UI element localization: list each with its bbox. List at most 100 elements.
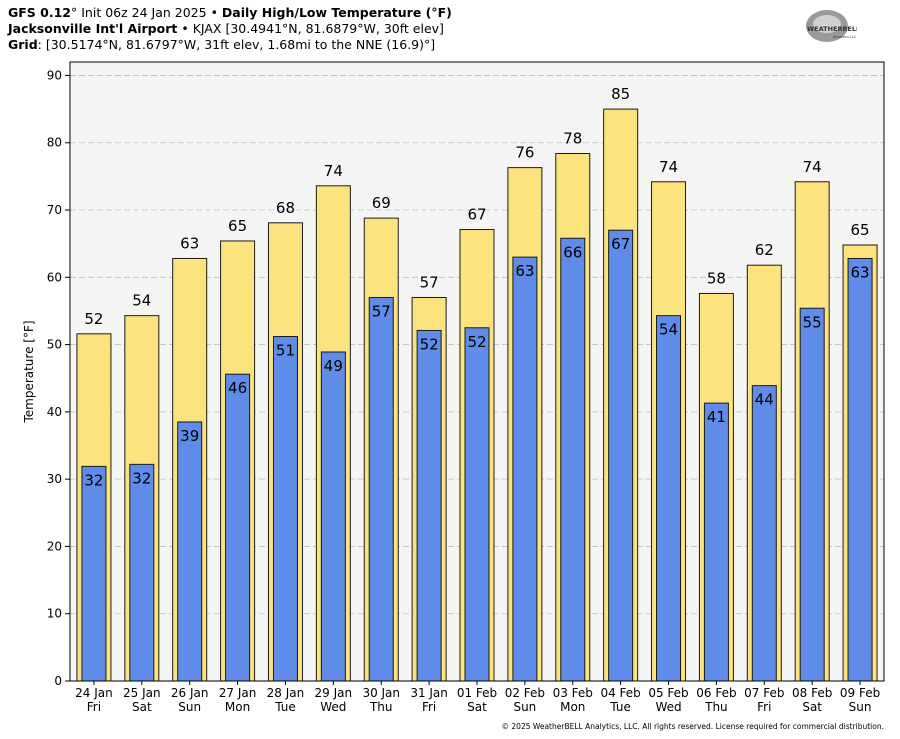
x-tick-date: 06 Feb [696,686,736,700]
bars-group [76,108,878,682]
x-tick-date: 02 Feb [505,686,545,700]
x-tick-day: Sun [849,700,872,714]
model-name: GFS 0.12 [8,5,71,20]
low-bar [225,373,251,682]
model-suffix: ° [71,5,78,20]
header-line-grid: Grid: [30.5174°N, 81.6797°W, 31ft elev, … [8,37,435,53]
x-tick-date: 28 Jan [267,686,305,700]
grid-info: : [30.5174°N, 81.6797°W, 31ft elev, 1.68… [37,37,436,52]
station-info: KJAX [30.4941°N, 81.6879°W, 30ft elev] [192,21,444,36]
x-tick-date: 05 Feb [648,686,688,700]
init-time: Init 06z 24 Jan 2025 [81,5,207,20]
low-bar [560,237,586,682]
x-tick-date: 01 Feb [457,686,497,700]
low-bar [656,315,682,682]
high-value-label: 52 [84,310,103,328]
low-bar [464,327,490,682]
weatherbell-logo: WEATHERBELL Analytics LLC [806,10,857,42]
low-value-label: 32 [132,469,151,487]
x-tick-date: 31 Jan [410,686,448,700]
high-value-label: 65 [851,221,870,239]
high-value-label: 58 [707,269,726,287]
y-tick-label: 60 [47,270,62,284]
x-tick-day: Thu [704,700,728,714]
y-tick-label: 30 [47,472,62,486]
low-value-label: 52 [420,335,439,353]
low-value-label: 46 [228,379,247,397]
high-value-label: 74 [324,162,343,180]
x-tick-day: Fri [757,700,771,714]
low-value-label: 66 [563,243,582,261]
x-tick-date: 27 Jan [219,686,257,700]
x-tick-day: Fri [87,700,101,714]
high-value-label: 76 [515,144,534,162]
low-value-label: 32 [84,471,103,489]
x-tick-date: 29 Jan [315,686,353,700]
logo-subtext: Analytics LLC [833,35,857,39]
y-tick-label: 10 [47,607,62,621]
low-value-label: 67 [611,235,630,253]
low-bar [799,307,825,682]
low-bar [703,402,729,682]
x-tick-day: Wed [320,700,346,714]
y-tick-label: 90 [47,68,62,82]
x-tick-day: Mon [225,700,250,714]
station-name: Jacksonville Int'l Airport [8,21,178,36]
x-tick-date: 26 Jan [171,686,209,700]
low-bar [512,256,538,682]
low-bar [847,257,873,682]
x-tick-day: Thu [369,700,393,714]
low-value-label: 63 [851,263,870,281]
x-tick-day: Sat [802,700,822,714]
high-value-label: 78 [563,130,582,148]
x-tick-day: Sat [132,700,152,714]
y-tick-label: 50 [47,338,62,352]
low-bar [608,229,634,682]
x-tick-day: Tue [609,700,631,714]
copyright-text: © 2025 WeatherBELL Analytics, LLC. All r… [502,722,884,731]
high-value-label: 65 [228,217,247,235]
low-value-label: 63 [515,262,534,280]
logo-text: WEATHERBELL [807,25,857,33]
y-tick-label: 80 [47,136,62,150]
low-value-label: 55 [803,313,822,331]
grid-label: Grid [8,37,38,52]
x-tick-date: 30 Jan [362,686,400,700]
low-value-label: 54 [659,321,678,339]
x-tick-day: Fri [422,700,436,714]
y-tick-label: 40 [47,405,62,419]
low-bar [416,329,442,682]
low-bar [751,385,777,682]
x-tick-day: Wed [655,700,681,714]
x-tick-date: 07 Feb [744,686,784,700]
plot-frame [69,61,885,682]
low-value-label: 52 [467,333,486,351]
high-value-label: 54 [132,292,151,310]
y-tick-label: 20 [47,539,62,553]
x-tick-day: Mon [560,700,585,714]
x-tick-day: Sun [513,700,536,714]
low-value-label: 57 [372,302,391,320]
high-value-label: 62 [755,241,774,259]
header-line-station: Jacksonville Int'l Airport • KJAX [30.49… [8,21,444,37]
x-tick-date: 24 Jan [75,686,113,700]
x-tick-date: 03 Feb [553,686,593,700]
high-value-label: 85 [611,85,630,103]
y-tick-label: 70 [47,203,62,217]
station-bullet: • [181,21,189,36]
header-line-model: GFS 0.12° Init 06z 24 Jan 2025 • Daily H… [8,5,452,21]
low-bar [320,351,346,682]
x-tick-date: 04 Feb [600,686,640,700]
low-value-label: 41 [707,408,726,426]
x-tick-date: 09 Feb [840,686,880,700]
y-tick-label: 0 [54,674,62,688]
low-value-label: 44 [755,391,774,409]
high-value-label: 63 [180,234,199,252]
high-value-label: 74 [803,158,822,176]
low-value-label: 49 [324,357,343,375]
low-bar [368,296,394,682]
x-tick-date: 25 Jan [123,686,161,700]
